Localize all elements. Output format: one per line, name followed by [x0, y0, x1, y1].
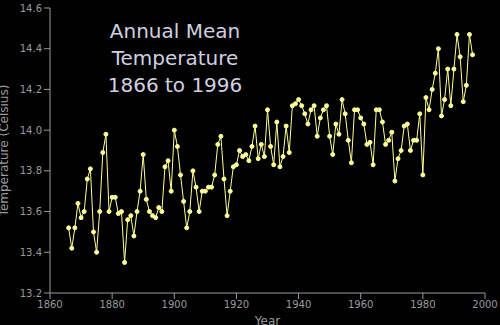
- svg-text:14.6: 14.6: [20, 3, 42, 14]
- svg-text:13.6: 13.6: [20, 206, 42, 217]
- svg-text:1860: 1860: [37, 299, 62, 310]
- svg-text:1940: 1940: [286, 299, 311, 310]
- svg-text:14.0: 14.0: [20, 125, 42, 136]
- svg-text:14.4: 14.4: [20, 43, 42, 54]
- html-text:1866 to 1996: 1866 to 1996: [107, 73, 243, 97]
- svg-text:1920: 1920: [224, 299, 249, 310]
- svg-text:1880: 1880: [99, 299, 124, 310]
- svg-text:Temperature (Celsius): Temperature (Celsius): [8, 85, 11, 218]
- svg-text:1960: 1960: [348, 299, 373, 310]
- svg-text:Year: Year: [254, 314, 280, 325]
- svg-text:2000: 2000: [472, 299, 492, 310]
- svg-text:1980: 1980: [410, 299, 435, 310]
- svg-text:14.2: 14.2: [20, 84, 42, 95]
- html-text:Annual Mean Temperature: Annual Mean Temperature: [109, 19, 241, 70]
- svg-text:13.2: 13.2: [20, 288, 42, 299]
- svg-text:13.4: 13.4: [20, 247, 42, 258]
- svg-text:1900: 1900: [162, 299, 187, 310]
- svg-text:13.8: 13.8: [20, 165, 42, 176]
